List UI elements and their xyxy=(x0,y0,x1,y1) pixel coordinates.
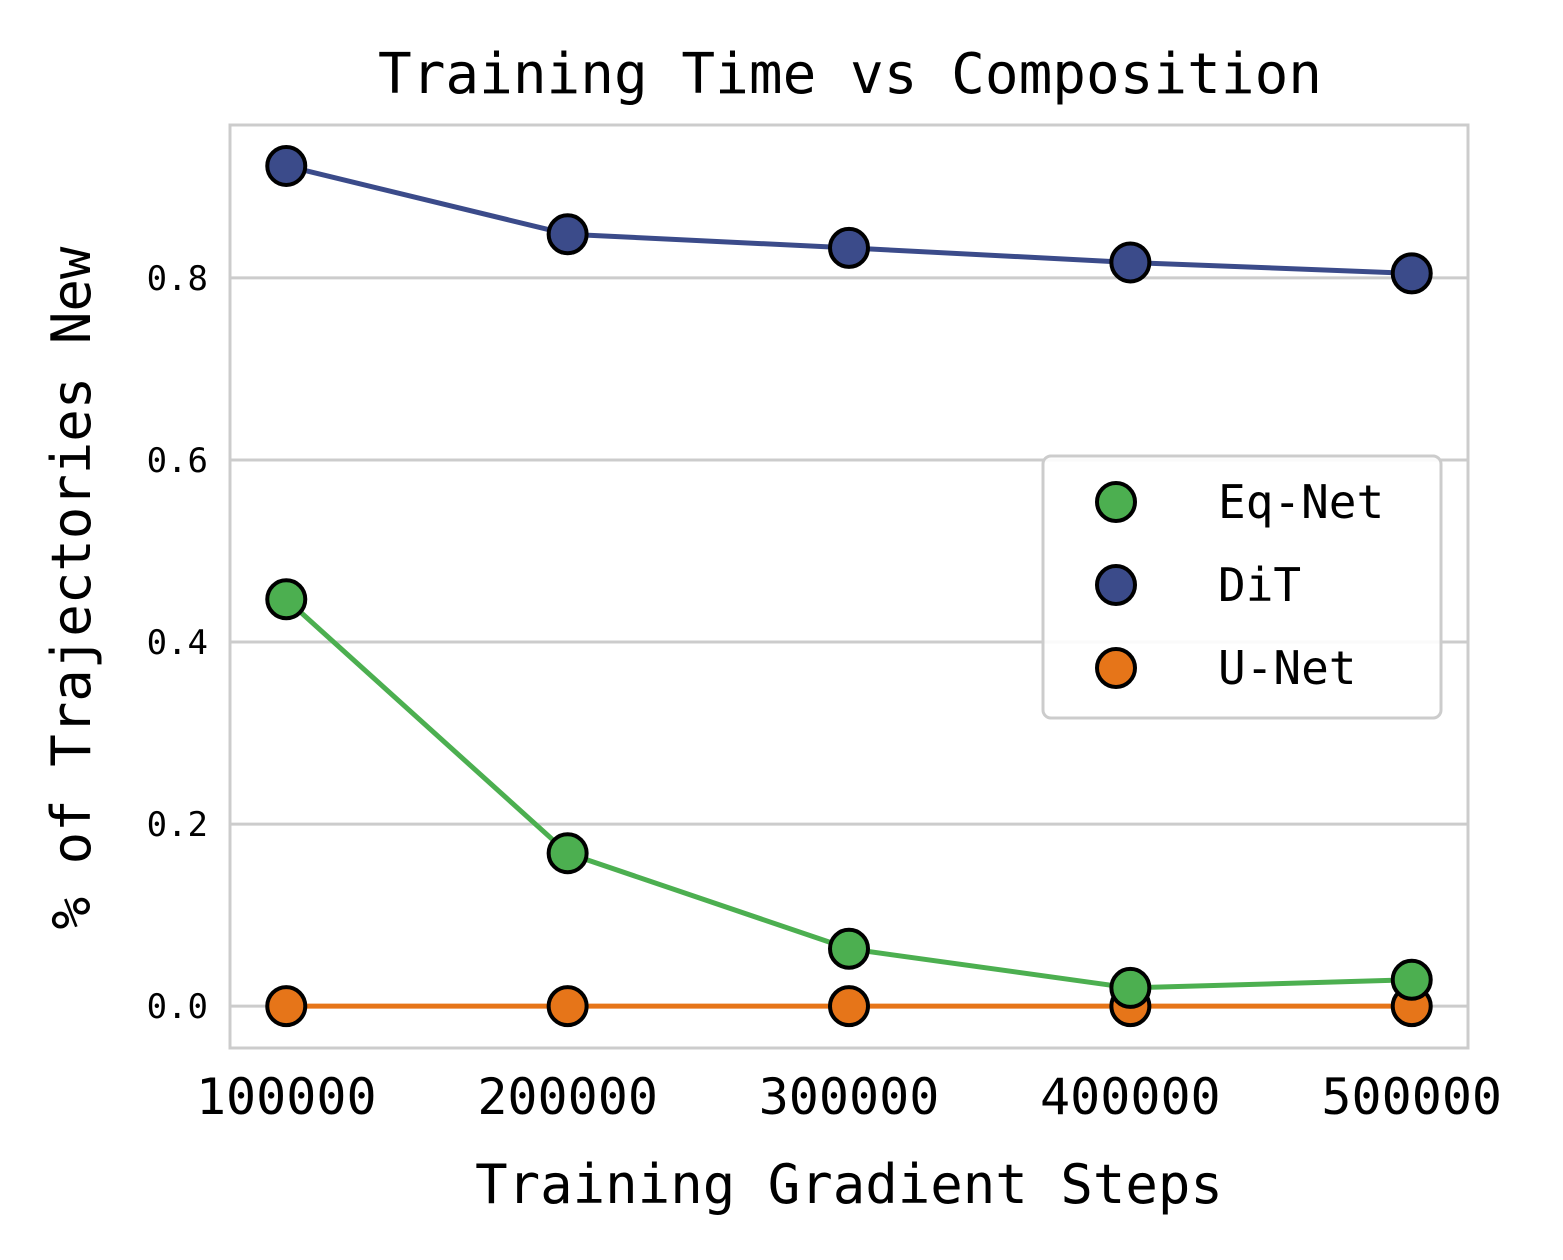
chart-title: Training Time vs Composition xyxy=(378,42,1322,107)
series-dit xyxy=(265,144,1433,295)
data-point-u-net xyxy=(265,985,308,1028)
y-tick-label: 0.2 xyxy=(147,805,208,845)
x-tick-labels: 100000 200000 300000 400000 500000 xyxy=(196,1068,1502,1126)
y-tick-label: 0.6 xyxy=(147,441,208,481)
series-layer xyxy=(265,144,1433,1028)
y-tick-label: 0.0 xyxy=(147,987,208,1027)
legend-marker xyxy=(1095,647,1137,689)
legend-item-u-net: U-Net xyxy=(1095,641,1356,695)
x-tick-label: 400000 xyxy=(1040,1068,1221,1126)
data-point-dit xyxy=(265,144,308,187)
data-point-u-net xyxy=(546,985,589,1028)
legend-box xyxy=(1041,454,1443,720)
legend-label: Eq-Net xyxy=(1218,475,1384,529)
data-point-dit xyxy=(546,213,589,256)
legend-item-eq-net: Eq-Net xyxy=(1095,475,1384,529)
series-eq-net xyxy=(265,578,1433,1009)
data-point-dit xyxy=(828,226,870,269)
legend-marker xyxy=(1095,481,1137,523)
data-point-eq-net xyxy=(828,927,870,970)
data-point-dit xyxy=(1109,241,1152,284)
x-tick-label: 100000 xyxy=(196,1068,377,1126)
data-point-eq-net xyxy=(1109,966,1152,1009)
x-tick-label: 500000 xyxy=(1321,1068,1502,1126)
y-tick-label: 0.4 xyxy=(147,623,208,663)
data-point-eq-net xyxy=(546,832,589,875)
y-tick-labels: 0.0 0.2 0.4 0.6 0.8 xyxy=(147,259,208,1027)
legend-marker xyxy=(1095,564,1137,606)
data-point-eq-net xyxy=(265,578,308,621)
legend-items: Eq-Net DiT U-Net xyxy=(1095,475,1384,695)
x-tick-label: 200000 xyxy=(477,1068,658,1126)
x-tick-label: 300000 xyxy=(759,1068,940,1126)
legend: Eq-Net DiT U-Net xyxy=(1041,454,1443,720)
data-point-u-net xyxy=(828,985,870,1028)
legend-item-dit: DiT xyxy=(1095,558,1301,612)
legend-label: DiT xyxy=(1218,558,1301,612)
y-axis-label: % of Trajectories New xyxy=(40,246,103,929)
legend-label: U-Net xyxy=(1218,641,1356,695)
data-point-dit xyxy=(1390,252,1433,295)
plot-frame xyxy=(228,123,1470,1050)
x-axis-label: Training Gradient Steps xyxy=(475,1153,1223,1216)
data-point-eq-net xyxy=(1390,958,1433,1001)
y-tick-label: 0.8 xyxy=(147,259,208,299)
